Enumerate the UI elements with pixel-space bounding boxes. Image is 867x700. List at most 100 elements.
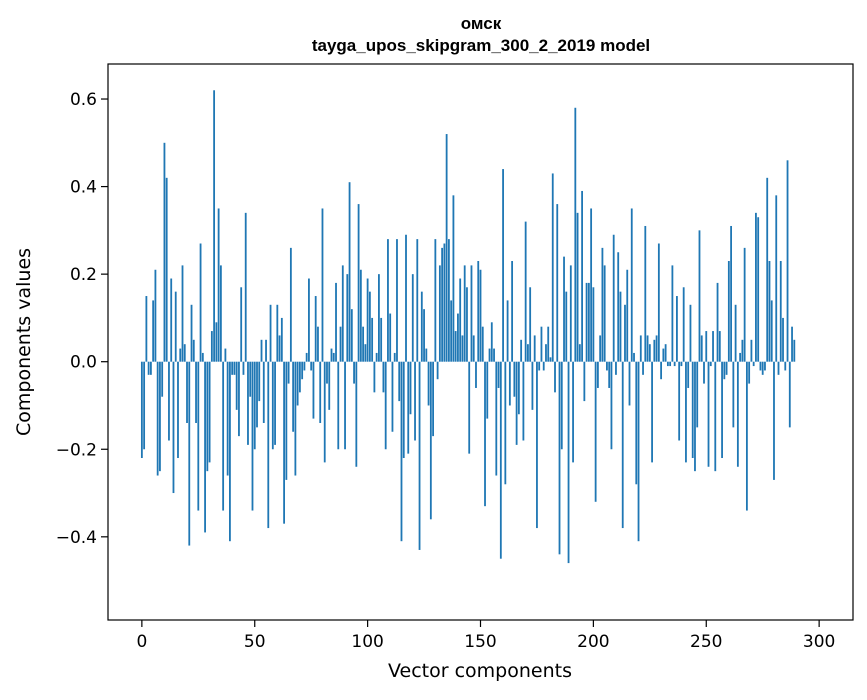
bar-132 <box>438 265 441 362</box>
bar-288 <box>791 326 793 362</box>
bar-34 <box>217 208 220 362</box>
bar-239 <box>680 361 683 367</box>
bar-74 <box>308 278 310 362</box>
bar-31 <box>210 331 213 362</box>
bar-120 <box>411 274 414 362</box>
bar-196 <box>583 361 586 402</box>
bar-195 <box>581 190 583 362</box>
bar-147 <box>472 335 475 362</box>
bar-111 <box>391 361 394 432</box>
bar-137 <box>450 300 453 362</box>
bar-261 <box>730 225 732 362</box>
bar-11 <box>165 177 168 362</box>
bar-28 <box>204 361 206 533</box>
bar-135 <box>445 134 448 362</box>
bar-133 <box>441 247 444 362</box>
ticks-group: 0 50 100 150 200 250 300 −0.4 −0.2 0.0 0.2 0.4 0.6 <box>56 90 836 652</box>
bar-248 <box>700 335 703 362</box>
bar-23 <box>192 339 195 362</box>
bar-40 <box>231 361 234 375</box>
bar-175 <box>536 361 538 529</box>
bar-18 <box>181 265 184 362</box>
bar-251 <box>707 361 710 467</box>
bar-234 <box>669 361 672 367</box>
bar-21 <box>188 361 191 546</box>
bar-280 <box>773 361 775 480</box>
bar-254 <box>714 361 717 472</box>
bar-88 <box>339 326 342 362</box>
bar-191 <box>572 361 574 463</box>
bar-284 <box>782 317 784 362</box>
bar-209 <box>612 234 615 362</box>
bar-245 <box>694 361 696 472</box>
bar-81 <box>323 361 326 463</box>
bar-118 <box>407 361 410 454</box>
bar-14 <box>172 361 175 494</box>
bar-244 <box>691 361 694 459</box>
bar-161 <box>504 361 507 485</box>
bar-156 <box>493 348 495 362</box>
bar-179 <box>545 344 547 362</box>
bar-168 <box>520 339 523 362</box>
bar-286 <box>786 160 789 362</box>
bar-125 <box>423 309 425 362</box>
bar-119 <box>409 361 412 415</box>
bar-70 <box>298 361 301 393</box>
bar-13 <box>170 278 173 362</box>
bar-259 <box>725 361 728 375</box>
bar-223 <box>644 225 647 362</box>
bar-67 <box>292 361 295 432</box>
bar-200 <box>592 287 595 362</box>
bar-246 <box>696 361 699 428</box>
y-tick-label: 0.0 <box>70 353 97 373</box>
bar-197 <box>585 282 588 362</box>
bar-153 <box>486 361 489 419</box>
bar-185 <box>558 361 561 555</box>
bar-148 <box>475 361 477 388</box>
bar-260 <box>727 261 730 362</box>
bar-157 <box>495 361 498 476</box>
bar-149 <box>477 261 480 362</box>
bar-22 <box>190 304 193 362</box>
bar-201 <box>594 361 597 502</box>
bar-113 <box>396 239 398 362</box>
bar-17 <box>179 348 182 362</box>
bar-247 <box>698 230 701 362</box>
bar-274 <box>759 361 762 371</box>
bar-152 <box>484 361 486 507</box>
bar-272 <box>755 212 757 362</box>
bar-25 <box>197 361 200 511</box>
bar-207 <box>608 361 611 388</box>
plot-frame <box>107 63 854 621</box>
bar-210 <box>615 361 617 375</box>
bar-275 <box>761 361 764 375</box>
bar-54 <box>262 361 265 423</box>
bar-87 <box>337 361 340 450</box>
bar-241 <box>685 361 687 463</box>
x-tick-label: 0 <box>136 632 147 652</box>
bar-75 <box>310 361 313 371</box>
bar-211 <box>617 252 620 362</box>
bar-253 <box>712 331 714 362</box>
bar-165 <box>513 361 516 397</box>
bar-105 <box>378 274 380 362</box>
bar-26 <box>199 243 202 362</box>
bar-6 <box>154 269 157 362</box>
bar-115 <box>400 361 403 542</box>
bar-178 <box>542 361 545 371</box>
bar-225 <box>648 344 651 362</box>
bar-5 <box>152 300 155 362</box>
bar-285 <box>784 361 787 371</box>
bar-80 <box>321 208 324 362</box>
bar-90 <box>344 361 346 450</box>
bar-193 <box>576 212 579 362</box>
bar-181 <box>549 357 552 362</box>
bar-124 <box>420 291 423 362</box>
bar-107 <box>382 361 385 393</box>
bar-282 <box>777 361 780 375</box>
bar-146 <box>470 265 473 362</box>
bar-264 <box>736 361 739 467</box>
bar-56 <box>267 361 270 529</box>
bar-20 <box>186 361 188 423</box>
